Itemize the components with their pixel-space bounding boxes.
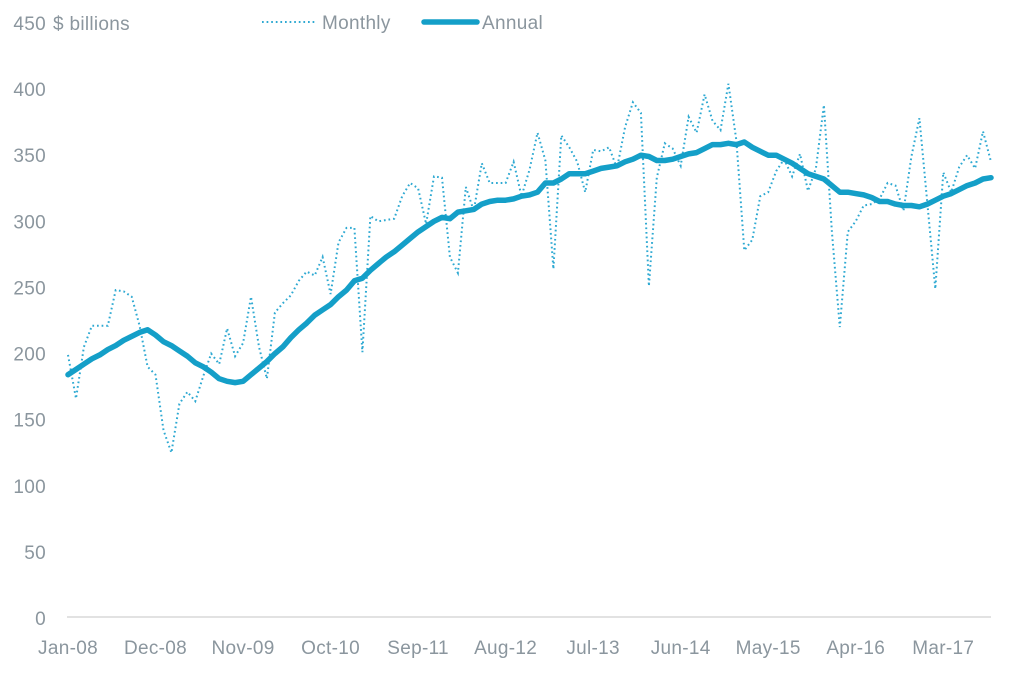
y-axis-unit-label: $ billions xyxy=(53,14,130,35)
y-tick-label-150: 150 xyxy=(13,411,46,432)
y-tick-label-100: 100 xyxy=(13,477,46,498)
x-tick-label-Aug-12: Aug-12 xyxy=(474,638,537,659)
x-tick-label-Oct-10: Oct-10 xyxy=(301,638,360,659)
y-tick-label-350: 350 xyxy=(13,146,46,167)
annual-series-line xyxy=(65,139,994,386)
x-tick-label-Jan-08: Jan-08 xyxy=(38,638,98,659)
monthly-series-line xyxy=(67,83,992,454)
x-tick-label-May-15: May-15 xyxy=(736,638,801,659)
x-tick-label-Nov-09: Nov-09 xyxy=(212,638,275,659)
legend-monthly-label: Monthly xyxy=(322,13,391,34)
chart-series xyxy=(65,83,994,454)
y-tick-label-0: 0 xyxy=(35,609,46,630)
y-tick-label-450: 450 xyxy=(13,14,46,35)
y-tick-label-300: 300 xyxy=(13,212,46,233)
legend-annual-label: Annual xyxy=(482,13,543,34)
x-tick-label-Dec-08: Dec-08 xyxy=(124,638,187,659)
y-axis-tick-labels: 0 50 100 150 200 250 300 350 400 450 xyxy=(13,14,46,630)
y-tick-label-400: 400 xyxy=(13,80,46,101)
x-tick-label-Jul-13: Jul-13 xyxy=(566,638,620,659)
x-tick-label-Sep-11: Sep-11 xyxy=(387,638,449,659)
x-tick-label-Apr-16: Apr-16 xyxy=(826,638,885,659)
x-tick-label-Mar-17: Mar-17 xyxy=(912,638,974,659)
y-tick-label-250: 250 xyxy=(13,278,46,299)
chart-legend: Monthly Annual xyxy=(262,13,543,34)
y-tick-label-50: 50 xyxy=(24,543,46,564)
x-axis-tick-labels: Jan-08 Dec-08 Nov-09 Oct-10 Sep-11 Aug-12 Jul-… xyxy=(38,638,974,659)
y-tick-label-200: 200 xyxy=(13,345,46,366)
x-tick-label-Jun-14: Jun-14 xyxy=(651,638,711,659)
